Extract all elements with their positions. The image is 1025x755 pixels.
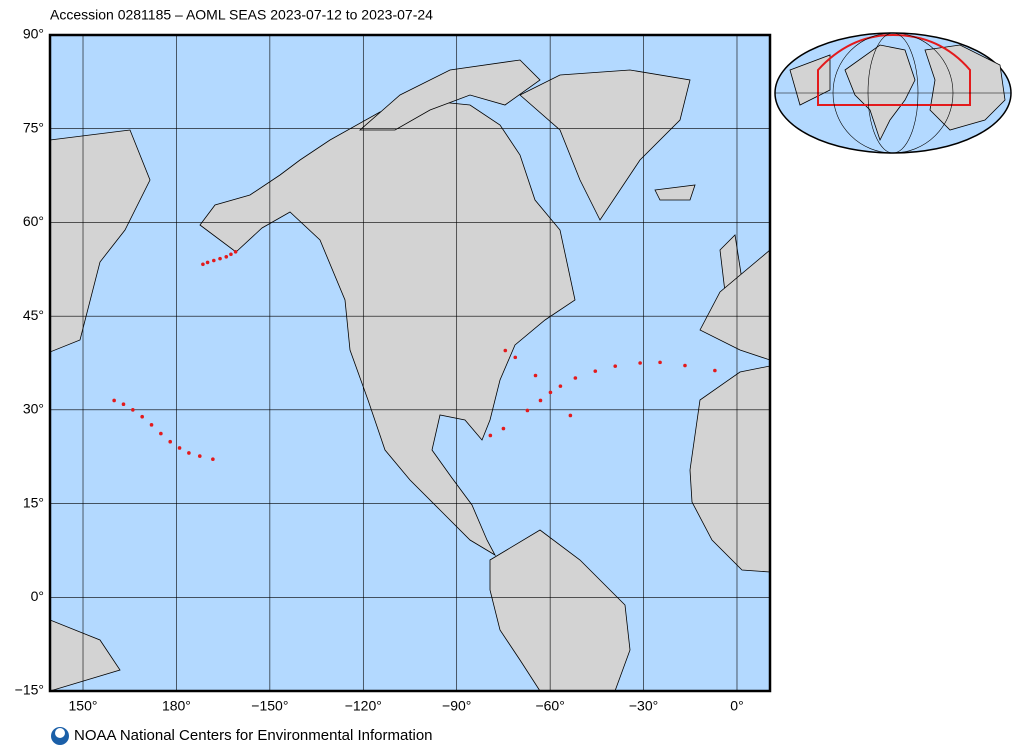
y-tick-label: −15°	[15, 682, 44, 698]
track-point	[212, 258, 216, 263]
y-tick-label: 90°	[23, 26, 44, 42]
track-point	[533, 373, 538, 378]
y-tick-label: 75°	[23, 119, 44, 135]
track-point	[140, 414, 144, 419]
track-point	[488, 433, 493, 438]
map-frame	[48, 33, 772, 693]
x-tick-label: 0°	[730, 698, 743, 714]
track-point	[501, 426, 506, 431]
new-guinea	[50, 619, 121, 691]
track-point	[205, 260, 210, 265]
track-point	[713, 368, 717, 373]
greenland	[519, 69, 691, 221]
graticule	[50, 34, 770, 692]
europe	[699, 249, 770, 361]
noaa-logo-inner	[55, 728, 65, 738]
x-tick-label: −90°	[442, 698, 471, 714]
x-tick-label: −120°	[345, 698, 382, 714]
x-tick-label: −150°	[251, 698, 288, 714]
x-tick-label: −60°	[535, 698, 564, 714]
track-point	[149, 423, 154, 427]
y-tick-label: 60°	[23, 213, 44, 229]
x-tick-label: 180°	[162, 698, 191, 714]
y-tick-label: 0°	[31, 588, 44, 604]
track-point	[121, 402, 126, 407]
track-point	[168, 439, 173, 444]
track-point	[233, 249, 238, 254]
track-point	[112, 398, 116, 403]
track-point	[638, 361, 642, 365]
map-title: Accession 0281185 – AOML SEAS 2023-07-12…	[50, 7, 433, 23]
globe-inset	[774, 32, 1012, 154]
track-point	[229, 252, 233, 257]
asia	[50, 129, 151, 353]
track-point	[538, 398, 543, 403]
x-tick-label: −30°	[629, 698, 658, 714]
y-tick-label: 15°	[23, 494, 44, 510]
track-point	[503, 348, 508, 353]
track-point	[177, 446, 182, 450]
y-tick-label: 45°	[23, 307, 44, 323]
track-point	[558, 384, 563, 388]
south-america	[489, 529, 631, 691]
footer: NOAA National Centers for Environmental …	[74, 727, 433, 744]
y-tick-label: 30°	[23, 401, 44, 417]
track-point	[513, 355, 518, 360]
land	[50, 59, 770, 691]
track-point	[683, 363, 687, 368]
x-tick-label: 150°	[69, 698, 98, 714]
arctic-islands	[358, 59, 541, 131]
track-point	[218, 256, 222, 261]
track-point	[573, 376, 578, 380]
track-point	[658, 360, 662, 365]
iceland	[654, 184, 696, 201]
track-point	[159, 431, 163, 436]
track-point	[568, 413, 573, 418]
track-point	[197, 454, 202, 458]
track-point	[593, 369, 598, 373]
track-point	[201, 262, 205, 267]
track-point	[187, 451, 191, 455]
track-point	[525, 408, 530, 413]
track-point	[211, 457, 215, 462]
africa	[689, 365, 770, 573]
tracks	[112, 249, 717, 462]
track-point	[224, 254, 229, 259]
track-point	[548, 390, 553, 395]
track-point	[613, 364, 618, 368]
track-point	[131, 408, 135, 412]
